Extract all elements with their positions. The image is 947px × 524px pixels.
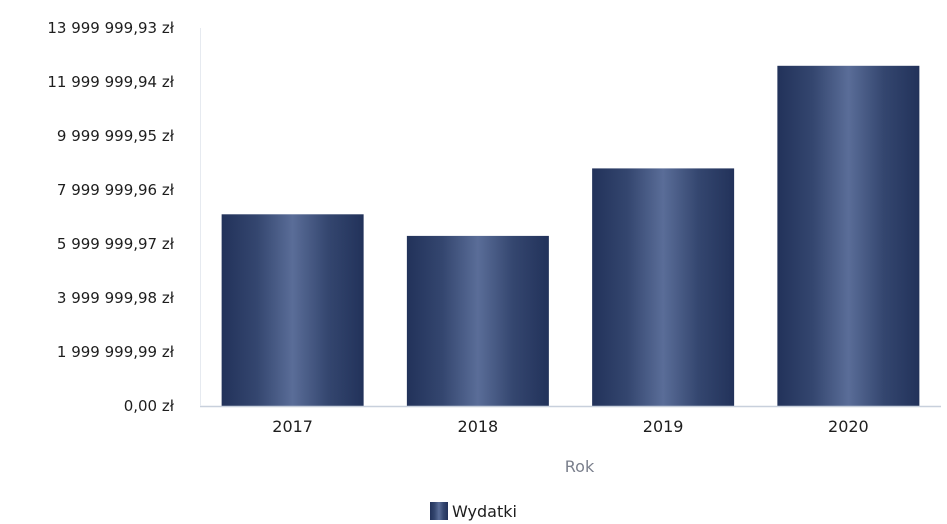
legend: Wydatki	[430, 502, 517, 521]
bar-2017	[221, 214, 364, 406]
y-tick-label: 7 999 999,96 zł	[57, 181, 175, 199]
x-tick-label: 2017	[272, 417, 313, 436]
bar-2019	[592, 168, 735, 406]
y-tick-label: 11 999 999,94 zł	[47, 73, 174, 91]
bar-2018	[406, 235, 549, 406]
y-axis-tick-labels: 0,00 zł 1 999 999,99 zł 3 999 999,98 zł 5 9…	[47, 19, 174, 415]
y-tick-label: 5 999 999,97 zł	[57, 235, 175, 253]
legend-swatch	[430, 502, 448, 520]
y-tick-label: 0,00 zł	[124, 397, 175, 415]
x-axis-tick-labels: 2017 2018 2019 2020	[272, 417, 868, 436]
x-axis-title: Rok	[565, 457, 595, 476]
x-tick-label: 2020	[828, 417, 869, 436]
bars	[221, 65, 920, 407]
y-tick-label: 3 999 999,98 zł	[57, 289, 175, 307]
x-tick-label: 2018	[458, 417, 499, 436]
x-tick-label: 2019	[643, 417, 684, 436]
legend-label: Wydatki	[452, 502, 517, 521]
y-tick-label: 9 999 999,95 zł	[57, 127, 175, 145]
bar-2020	[777, 65, 920, 407]
y-tick-label: 1 999 999,99 zł	[57, 343, 175, 361]
y-tick-label: 13 999 999,93 zł	[47, 19, 174, 37]
